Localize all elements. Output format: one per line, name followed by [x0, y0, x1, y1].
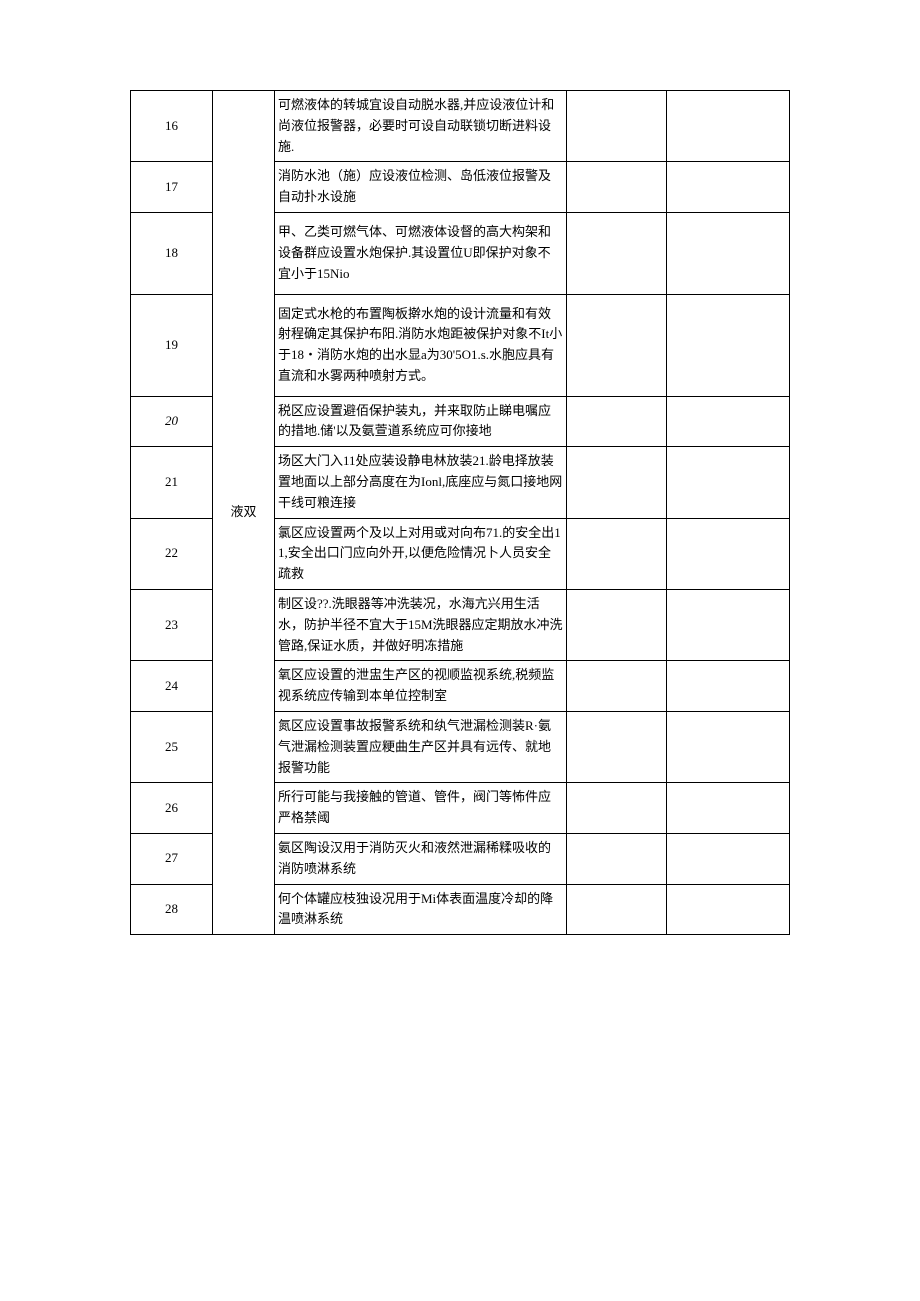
row-number: 27	[131, 833, 213, 884]
empty-cell	[567, 91, 667, 162]
empty-cell	[567, 518, 667, 589]
empty-cell	[567, 396, 667, 447]
empty-cell	[667, 589, 790, 660]
category-cell: 液双	[213, 91, 275, 935]
empty-cell	[567, 783, 667, 834]
row-content: 甲、乙类可燃气体、可燃液体设督的高大构架和设备群应设置水炮保护.其设置位U即保护…	[275, 212, 567, 294]
empty-cell	[567, 661, 667, 712]
empty-cell	[567, 212, 667, 294]
empty-cell	[567, 711, 667, 782]
row-number: 19	[131, 294, 213, 396]
empty-cell	[567, 447, 667, 518]
empty-cell	[667, 396, 790, 447]
empty-cell	[667, 711, 790, 782]
row-number: 18	[131, 212, 213, 294]
empty-cell	[667, 783, 790, 834]
row-number: 24	[131, 661, 213, 712]
empty-cell	[567, 884, 667, 935]
row-content: 氮区应设置事故报警系统和纨气泄漏检测装R·氨气泄漏检测装置应粳曲生产区并具有远传…	[275, 711, 567, 782]
row-number: 25	[131, 711, 213, 782]
row-content: 何个体罐应枝独设况用于Mi体表面温度冷却的降温喷淋系统	[275, 884, 567, 935]
row-content: 制区设??.洗眼器等冲洗装况，水海亢兴用生活水，防护半径不宜大于15M洗眼器应定…	[275, 589, 567, 660]
row-content: 可燃液体的转城宜设自动脱水器,并应设液位计和尚液位报警器，必要时可设自动联锁切断…	[275, 91, 567, 162]
row-number: 28	[131, 884, 213, 935]
empty-cell	[567, 162, 667, 213]
empty-cell	[667, 518, 790, 589]
row-content: 场区大门入11处应装设静电林放装21.龄电择放装置地面以上部分高度在为Ionl,…	[275, 447, 567, 518]
row-content: 税区应设置避佰保护装丸，并来取防止睇电嘱应的措地.储'以及氨萱道系统应可你接地	[275, 396, 567, 447]
empty-cell	[667, 294, 790, 396]
row-content: 所行可能与我接触的管道、管件，阀门等怖件应严格禁阈	[275, 783, 567, 834]
table-row: 16 液双 可燃液体的转城宜设自动脱水器,并应设液位计和尚液位报警器，必要时可设…	[131, 91, 790, 162]
safety-requirements-table: 16 液双 可燃液体的转城宜设自动脱水器,并应设液位计和尚液位报警器，必要时可设…	[130, 90, 790, 935]
row-content: 消防水池（施）应设液位检测、岛低液位报警及自动扑水设施	[275, 162, 567, 213]
table-body: 16 液双 可燃液体的转城宜设自动脱水器,并应设液位计和尚液位报警器，必要时可设…	[131, 91, 790, 935]
row-number: 16	[131, 91, 213, 162]
row-number: 21	[131, 447, 213, 518]
row-number: 23	[131, 589, 213, 660]
empty-cell	[667, 833, 790, 884]
row-number: 17	[131, 162, 213, 213]
empty-cell	[667, 91, 790, 162]
empty-cell	[667, 162, 790, 213]
row-content: 氨区陶设汉用于消防灭火和液然泄漏稀糅吸收的消防喷淋系统	[275, 833, 567, 884]
empty-cell	[667, 884, 790, 935]
row-content: 氯区应设置两个及以上对用或对向布71.的安全出11,安全出口门应向外开,以便危险…	[275, 518, 567, 589]
empty-cell	[667, 447, 790, 518]
empty-cell	[567, 589, 667, 660]
empty-cell	[667, 212, 790, 294]
empty-cell	[567, 833, 667, 884]
row-number: 22	[131, 518, 213, 589]
row-content: 氧区应设置的泄盅生产区的视顺监视系统,税频监视系统应传输到本单位控制室	[275, 661, 567, 712]
row-content: 固定式水枪的布置陶板擀水炮的设计流量和有效射程确定其保护布阳.消防水炮距被保护对…	[275, 294, 567, 396]
empty-cell	[667, 661, 790, 712]
empty-cell	[567, 294, 667, 396]
row-number: 26	[131, 783, 213, 834]
row-number: 20	[131, 396, 213, 447]
